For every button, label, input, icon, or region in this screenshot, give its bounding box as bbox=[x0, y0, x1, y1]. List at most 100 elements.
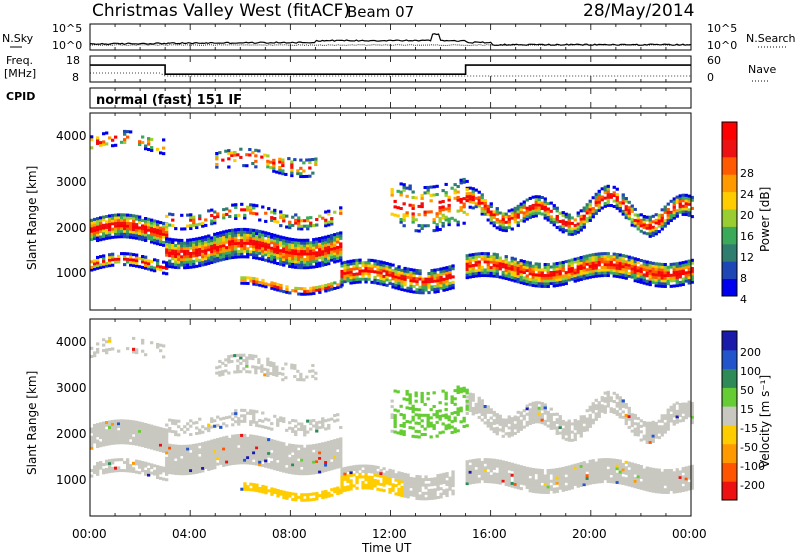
heatmap-cell bbox=[474, 472, 478, 476]
heatmap-cell bbox=[99, 466, 103, 470]
heatmap-cell bbox=[648, 480, 652, 484]
heatmap-cell bbox=[339, 211, 343, 215]
heatmap-cell bbox=[660, 485, 664, 489]
heatmap-cell bbox=[213, 210, 217, 214]
heatmap-cell bbox=[621, 465, 625, 469]
heatmap-cell bbox=[609, 469, 613, 473]
heatmap-cell bbox=[147, 259, 151, 263]
heatmap-cell bbox=[531, 415, 535, 419]
heatmap-cell bbox=[594, 271, 598, 275]
heatmap-cell bbox=[150, 229, 154, 233]
heatmap-cell bbox=[105, 236, 109, 240]
heatmap-cell bbox=[445, 274, 449, 278]
heatmap-cell bbox=[258, 229, 262, 233]
heatmap-cell bbox=[621, 262, 625, 266]
heatmap-cell bbox=[402, 183, 406, 187]
heatmap-cell bbox=[216, 451, 220, 455]
heatmap-cell bbox=[276, 248, 280, 252]
heatmap-cell bbox=[510, 213, 514, 217]
heatmap-cell bbox=[459, 206, 463, 210]
heatmap-cell bbox=[309, 492, 313, 496]
heatmap-cell bbox=[156, 437, 160, 441]
heatmap-cell bbox=[570, 470, 574, 474]
heatmap-cell bbox=[349, 482, 353, 486]
heatmap-cell bbox=[534, 214, 538, 218]
heatmap-cell bbox=[333, 458, 337, 462]
heatmap-cell bbox=[418, 497, 422, 501]
heatmap-cell bbox=[486, 263, 490, 267]
heatmap-cell bbox=[555, 412, 559, 416]
heatmap-cell bbox=[108, 258, 112, 262]
heatmap-cell bbox=[144, 444, 148, 448]
heatmap-cell bbox=[546, 213, 550, 217]
heatmap-cell bbox=[516, 213, 520, 217]
heatmap-cell bbox=[501, 223, 505, 227]
heatmap-cell bbox=[240, 450, 244, 454]
heatmap-cell bbox=[546, 202, 550, 206]
heatmap-cell bbox=[624, 254, 628, 258]
heatmap-cell bbox=[385, 278, 389, 282]
heatmap-cell bbox=[678, 267, 682, 271]
heatmap-cell bbox=[585, 208, 589, 212]
heatmap-cell bbox=[222, 436, 226, 440]
heatmap-cell bbox=[336, 492, 340, 496]
heatmap-cell bbox=[373, 473, 377, 477]
heatmap-cell bbox=[624, 482, 628, 486]
heatmap-cell bbox=[436, 496, 440, 500]
heatmap-cell bbox=[273, 211, 277, 215]
heatmap-cell bbox=[177, 461, 181, 465]
heatmap-cell bbox=[495, 255, 499, 259]
heatmap-cell bbox=[525, 420, 529, 424]
heatmap-cell bbox=[273, 461, 277, 465]
heatmap-cell bbox=[687, 473, 691, 477]
heatmap-cell bbox=[216, 237, 220, 241]
heatmap-cell bbox=[129, 430, 133, 434]
heatmap-cell bbox=[594, 201, 598, 205]
heatmap-cell bbox=[254, 154, 258, 158]
heatmap-cell bbox=[630, 467, 634, 471]
heatmap-cell bbox=[234, 216, 238, 220]
heatmap-cell bbox=[543, 411, 547, 415]
heatmap-cell bbox=[615, 459, 619, 463]
heatmap-cell bbox=[561, 269, 565, 273]
heatmap-cell bbox=[306, 461, 310, 465]
heatmap-cell bbox=[471, 255, 475, 259]
heatmap-cell bbox=[90, 224, 94, 228]
heatmap-cell bbox=[480, 410, 484, 414]
heatmap-cell bbox=[105, 440, 109, 444]
heatmap-cell bbox=[552, 471, 556, 475]
heatmap-cell bbox=[669, 477, 673, 481]
heatmap-cell bbox=[288, 443, 292, 447]
heatmap-cell bbox=[201, 447, 205, 451]
heatmap-cell bbox=[153, 469, 157, 473]
heatmap-cell bbox=[382, 261, 386, 265]
heatmap-cell bbox=[373, 281, 377, 285]
heatmap-cell bbox=[486, 424, 490, 428]
heatmap-cell bbox=[93, 237, 97, 241]
heatmap-cell bbox=[477, 201, 481, 205]
heatmap-cell bbox=[678, 481, 682, 485]
heatmap-cell bbox=[648, 226, 652, 230]
heatmap-cell bbox=[451, 280, 455, 284]
heatmap-cell bbox=[618, 203, 622, 207]
heatmap-cell bbox=[555, 481, 559, 485]
heatmap-cell bbox=[207, 234, 211, 238]
heatmap-cell bbox=[315, 243, 319, 247]
heatmap-cell bbox=[195, 448, 199, 452]
heatmap-cell bbox=[189, 257, 193, 261]
heatmap-cell bbox=[585, 216, 589, 220]
heatmap-cell bbox=[657, 284, 661, 288]
heatmap-cell bbox=[240, 230, 244, 234]
heatmap-cell bbox=[564, 424, 568, 428]
heatmap-cell bbox=[273, 239, 277, 243]
heatmap-cell bbox=[591, 256, 595, 260]
heatmap-cell bbox=[564, 260, 568, 264]
heatmap-cell bbox=[358, 272, 362, 276]
heatmap-cell bbox=[180, 469, 184, 473]
heatmap-cell bbox=[448, 476, 452, 480]
heatmap-cell bbox=[108, 461, 112, 465]
heatmap-cell bbox=[439, 492, 443, 496]
heatmap-cell bbox=[324, 262, 328, 266]
heatmap-cell bbox=[123, 229, 127, 233]
heatmap-cell bbox=[105, 131, 109, 135]
